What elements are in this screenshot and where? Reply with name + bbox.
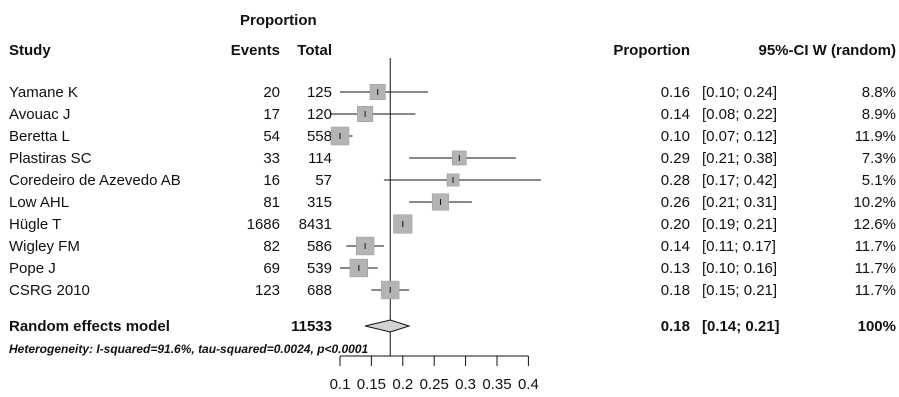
study-ci: [0.07; 0.12] bbox=[702, 128, 778, 145]
study-events: 82 bbox=[263, 238, 280, 255]
study-proportion: 0.16 bbox=[660, 84, 690, 101]
study-events: 33 bbox=[263, 150, 280, 167]
summary-name: Random effects model bbox=[9, 318, 170, 335]
study-total: 114 bbox=[308, 150, 332, 167]
header-study: Study bbox=[9, 42, 51, 59]
study-name: Coredeiro de Azevedo AB bbox=[9, 172, 181, 189]
study-proportion: 0.29 bbox=[660, 150, 690, 167]
x-tick-label: 0.25 bbox=[420, 376, 449, 393]
study-name: Yamane K bbox=[9, 84, 78, 101]
study-events: 69 bbox=[263, 260, 280, 277]
x-tick-label: 0.2 bbox=[392, 376, 413, 393]
header-ci-weight: 95%-CI W (random) bbox=[758, 42, 896, 59]
study-events: 1686 bbox=[246, 216, 280, 233]
study-proportion: 0.26 bbox=[660, 194, 690, 211]
study-weight: 8.9% bbox=[861, 106, 896, 123]
study-name: Hügle T bbox=[9, 216, 62, 233]
study-weight: 7.3% bbox=[861, 150, 896, 167]
study-total: 120 bbox=[306, 106, 332, 123]
study-name: Beretta L bbox=[9, 128, 70, 145]
study-total: 688 bbox=[306, 282, 332, 299]
study-ci: [0.11; 0.17] bbox=[702, 238, 776, 255]
study-name: Low AHL bbox=[9, 194, 70, 211]
study-proportion: 0.10 bbox=[660, 128, 690, 145]
study-proportion: 0.18 bbox=[660, 282, 690, 299]
x-tick-label: 0.3 bbox=[455, 376, 476, 393]
study-total: 57 bbox=[315, 172, 332, 189]
study-weight: 10.2% bbox=[853, 194, 896, 211]
study-proportion: 0.28 bbox=[660, 172, 690, 189]
study-weight: 8.8% bbox=[861, 84, 896, 101]
summary-weight: 100% bbox=[857, 318, 896, 335]
study-proportion: 0.20 bbox=[660, 216, 690, 233]
study-ci: [0.21; 0.31] bbox=[702, 194, 778, 211]
study-weight: 11.7% bbox=[854, 260, 896, 277]
study-proportion: 0.13 bbox=[660, 260, 690, 277]
summary-proportion: 0.18 bbox=[660, 318, 690, 335]
summary-diamond bbox=[365, 319, 411, 333]
study-ci: [0.21; 0.38] bbox=[702, 150, 778, 167]
study-name: CSRG 2010 bbox=[9, 282, 90, 299]
study-events: 17 bbox=[263, 106, 280, 123]
study-name: Avouac J bbox=[9, 106, 71, 123]
study-total: 315 bbox=[306, 194, 332, 211]
study-events: 81 bbox=[263, 194, 280, 211]
header-total: Total bbox=[297, 42, 332, 59]
study-weight: 5.1% bbox=[861, 172, 896, 189]
header-proportion-group: Proportion bbox=[240, 12, 317, 29]
study-events: 123 bbox=[254, 282, 280, 299]
study-name: Plastiras SC bbox=[9, 150, 92, 167]
study-proportion: 0.14 bbox=[660, 238, 690, 255]
x-tick-label: 0.4 bbox=[518, 376, 539, 393]
study-ci: [0.08; 0.22] bbox=[702, 106, 778, 123]
study-total: 8431 bbox=[298, 216, 332, 233]
study-events: 20 bbox=[263, 84, 280, 101]
study-weight: 12.6% bbox=[853, 216, 896, 233]
header-proportion: Proportion bbox=[613, 42, 690, 59]
study-total: 125 bbox=[306, 84, 332, 101]
study-total: 539 bbox=[306, 260, 332, 277]
x-tick-label: 0.1 bbox=[330, 376, 351, 393]
study-proportion: 0.14 bbox=[660, 106, 690, 123]
study-name: Pope J bbox=[9, 260, 56, 277]
study-ci: [0.10; 0.24] bbox=[702, 84, 778, 101]
study-ci: [0.15; 0.21] bbox=[702, 282, 778, 299]
summary-ci: [0.14; 0.21] bbox=[702, 318, 780, 335]
study-ci: [0.17; 0.42] bbox=[702, 172, 778, 189]
study-events: 54 bbox=[263, 128, 280, 145]
study-ci: [0.10; 0.16] bbox=[702, 260, 778, 277]
study-ci: [0.19; 0.21] bbox=[702, 216, 778, 233]
study-total: 586 bbox=[306, 238, 332, 255]
study-events: 16 bbox=[263, 172, 280, 189]
study-weight: 11.7% bbox=[854, 238, 896, 255]
study-total: 558 bbox=[306, 128, 332, 145]
study-name: Wigley FM bbox=[9, 238, 80, 255]
x-tick-label: 0.35 bbox=[482, 376, 511, 393]
study-weight: 11.9% bbox=[854, 128, 896, 145]
header-events: Events bbox=[230, 42, 280, 59]
x-tick-label: 0.15 bbox=[357, 376, 386, 393]
summary-total: 11533 bbox=[291, 318, 332, 335]
heterogeneity-note: Heterogeneity: I-squared=91.6%, tau-squa… bbox=[9, 342, 369, 356]
study-weight: 11.7% bbox=[854, 282, 896, 299]
